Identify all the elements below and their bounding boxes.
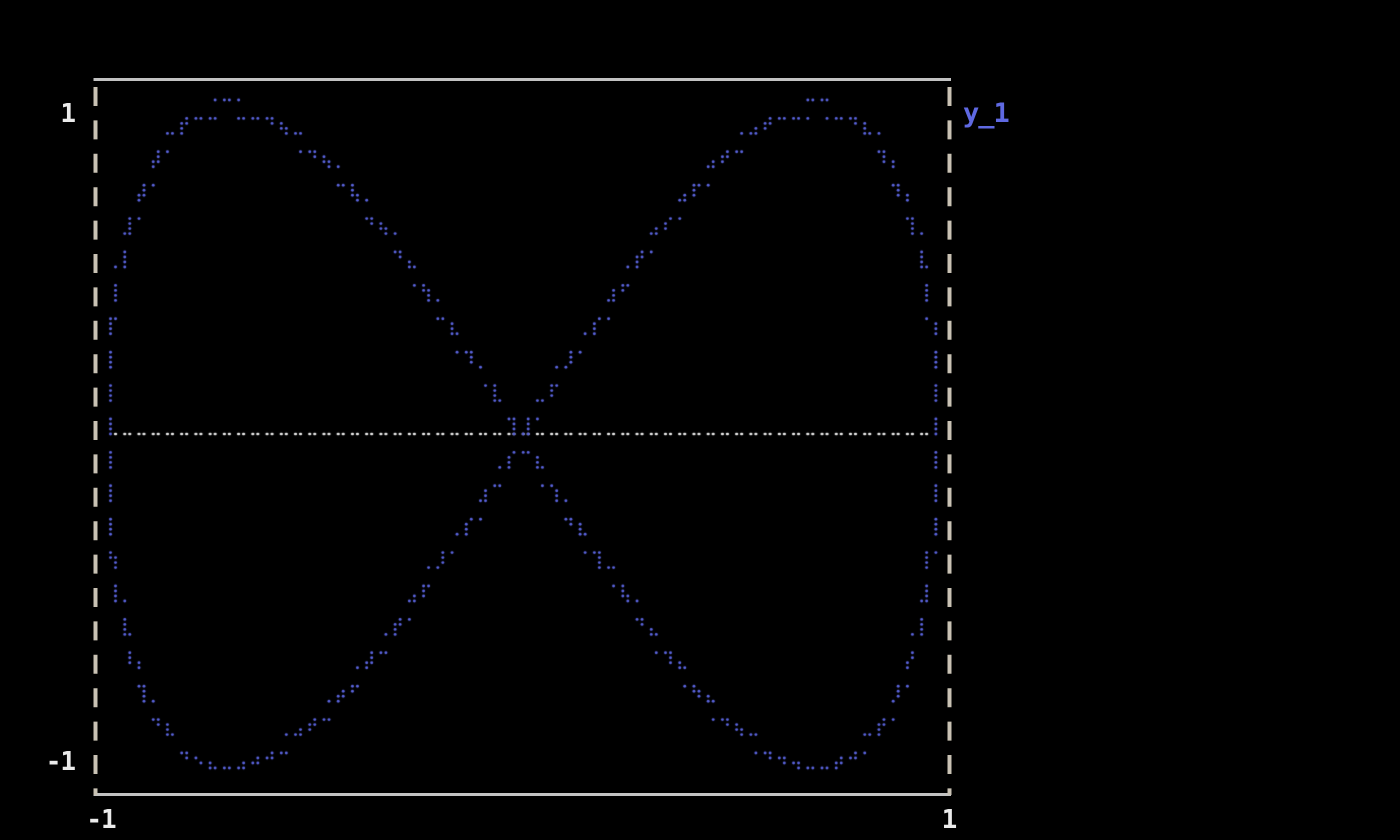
x-axis-tick-min: -1 <box>86 805 116 835</box>
y-axis-tick-min: -1 <box>45 747 76 777</box>
y-axis-tick-max: 1 <box>60 99 76 129</box>
legend-series-y1: y_1 <box>963 98 1010 129</box>
x-axis-tick-max: 1 <box>941 805 958 835</box>
